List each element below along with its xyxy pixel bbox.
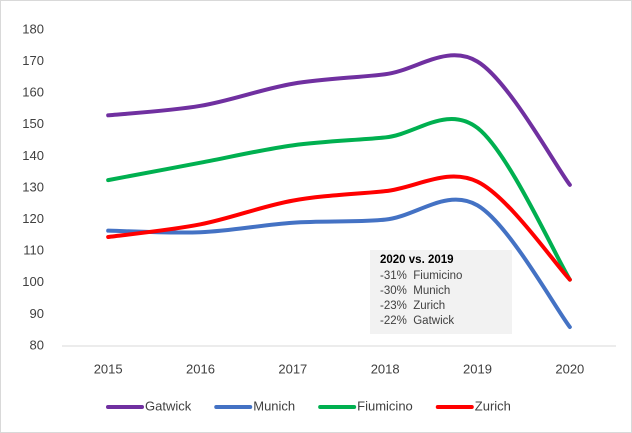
series-line: [106, 174, 572, 282]
annotation-box: [370, 250, 512, 334]
series-line: [106, 116, 572, 282]
x-tick-label: 2020: [555, 361, 584, 376]
legend-label: Munich: [253, 398, 295, 413]
y-tick-label: 170: [22, 53, 44, 68]
x-tick-label: 2015: [94, 361, 123, 376]
annotation-line: -30% Munich: [380, 285, 450, 297]
y-tick-label: 80: [30, 337, 44, 352]
x-tick-label: 2016: [186, 361, 215, 376]
legend-label: Fiumicino: [357, 398, 413, 413]
legend-label: Zurich: [475, 398, 511, 413]
legend-label: Gatwick: [145, 398, 192, 413]
series-line: [106, 53, 572, 187]
y-tick-label: 140: [22, 148, 44, 163]
annotation-line: -22% Gatwick: [380, 315, 454, 327]
x-tick-label: 2019: [463, 361, 492, 376]
annotation-line: -23% Zurich: [380, 300, 445, 312]
x-tick-label: 2017: [278, 361, 307, 376]
series-line: [106, 197, 572, 330]
y-tick-label: 100: [22, 274, 44, 289]
y-tick-label: 150: [22, 116, 44, 131]
y-tick-label: 110: [23, 243, 44, 258]
y-tick-label: 130: [22, 179, 44, 194]
annotation-title: 2020 vs. 2019: [380, 254, 454, 266]
y-tick-label: 120: [22, 211, 44, 226]
y-tick-label: 90: [30, 306, 44, 321]
annotation-line: -31% Fiumicino: [380, 270, 462, 282]
y-tick-label: 180: [22, 21, 44, 36]
y-tick-label: 160: [22, 85, 44, 100]
x-tick-label: 2018: [371, 361, 400, 376]
